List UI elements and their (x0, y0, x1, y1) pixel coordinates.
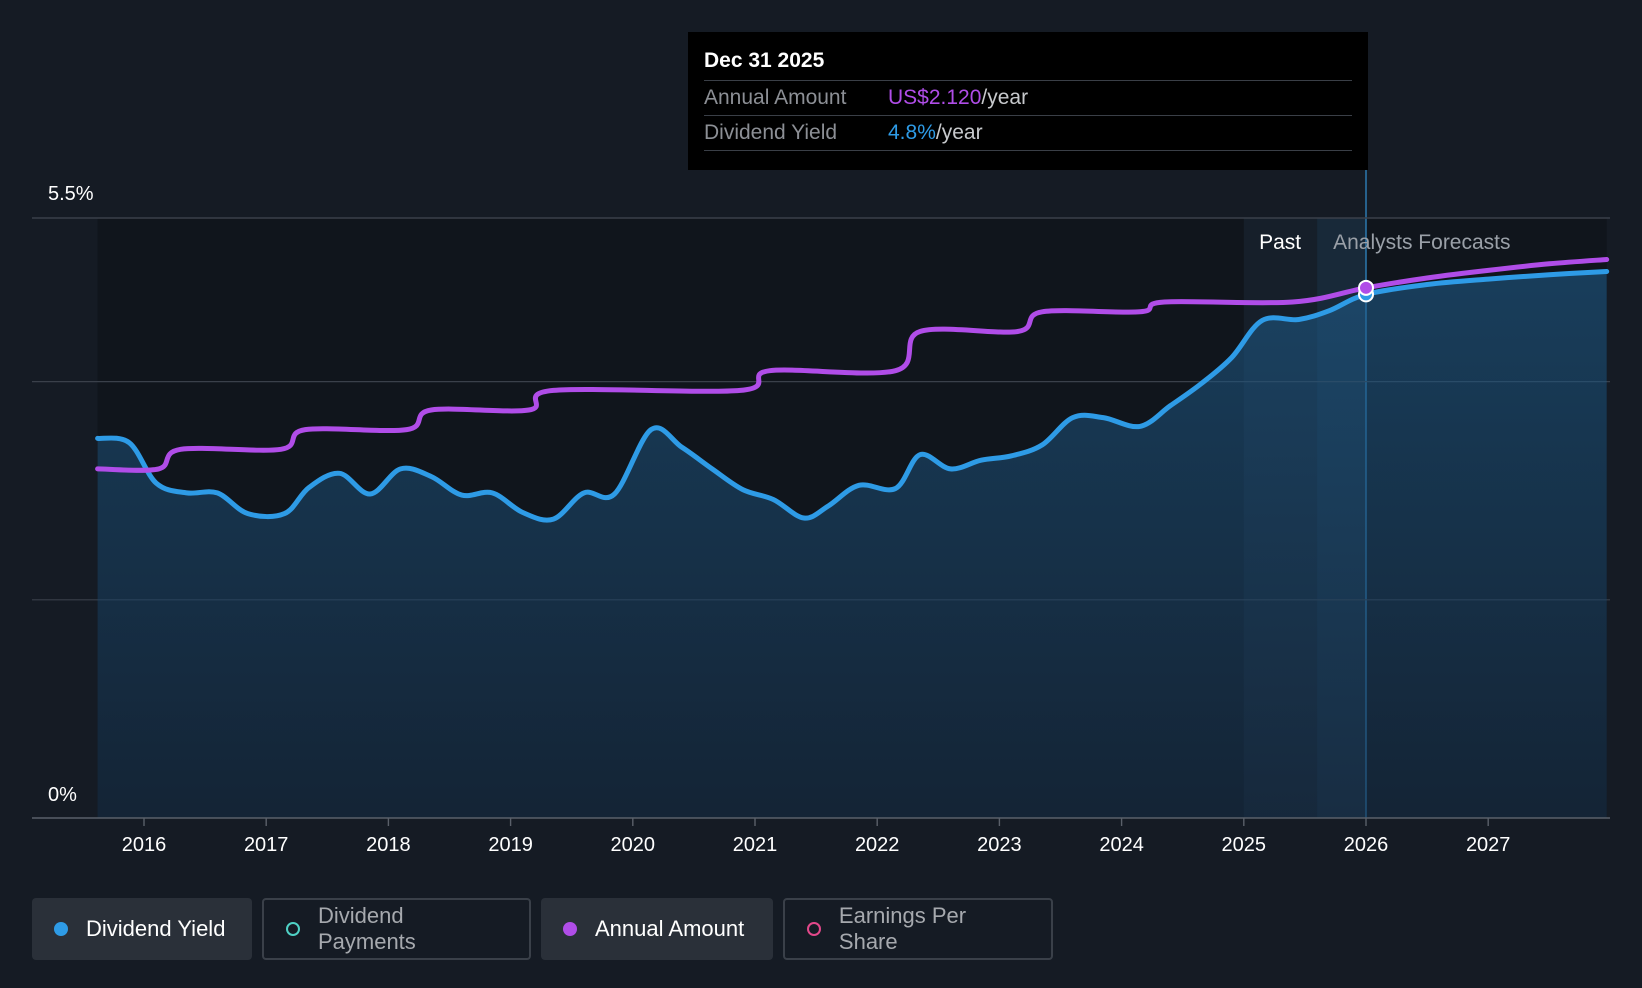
tooltip-unit: /year (935, 121, 983, 144)
x-tick-label: 2023 (977, 834, 1022, 856)
x-tick-label: 2026 (1344, 834, 1389, 856)
y-axis-label: 5.5% (48, 183, 94, 205)
dividend-yield-line (95, 269, 1610, 523)
x-tick-label: 2027 (1466, 834, 1511, 856)
x-tick-label: 2017 (244, 834, 289, 856)
tooltip-date: Dec 31 2025 (704, 49, 825, 72)
x-tick-label: 2020 (611, 834, 656, 856)
tooltip-row-dividend-yield: Dividend Yield 4.8% /year (704, 115, 1352, 151)
yield-area (97, 271, 1607, 818)
legend-dot-icon (563, 922, 577, 936)
legend-annual-amount-button[interactable]: Annual Amount (541, 898, 773, 960)
legend-dividend-payments-button[interactable]: Dividend Payments (262, 898, 531, 960)
x-tick-label: 2025 (1222, 834, 1267, 856)
x-tick-label: 2016 (122, 834, 167, 856)
legend-label: Dividend Yield (86, 916, 226, 941)
region-label-past: Past (1259, 231, 1301, 254)
legend: Dividend Yield Dividend Payments Annual … (32, 898, 1053, 960)
tooltip-label: Dividend Yield (704, 121, 838, 144)
tooltip-value: 4.8% (888, 121, 936, 144)
series-lines (95, 257, 1610, 523)
tooltip-label: Annual Amount (704, 86, 847, 109)
annual-amount-line (95, 257, 1610, 473)
highlight-points (1358, 279, 1374, 303)
axis-labels: 2016 2017 2018 2019 2020 2021 2022 2023 2024 2025… (48, 183, 1511, 856)
x-tick-label: 2018 (366, 834, 411, 856)
annual-amount-point (1358, 279, 1374, 296)
legend-dividend-yield-button[interactable]: Dividend Yield (32, 898, 252, 960)
y-axis-label: 0% (48, 784, 77, 806)
tooltip-row-annual-amount: Annual Amount US$2.120 /year (704, 80, 1352, 115)
legend-dot-icon (54, 922, 68, 936)
dividend-yield-area (97, 271, 1607, 818)
x-tick-label: 2022 (855, 834, 900, 856)
x-tick-label: 2024 (1099, 834, 1144, 856)
legend-ring-icon (286, 922, 300, 936)
legend-label: Dividend Payments (317, 903, 416, 954)
x-tick-label: 2019 (488, 834, 533, 856)
legend-label: Annual Amount (595, 916, 745, 941)
legend-earnings-per-share-button[interactable]: Earnings Per Share (783, 898, 1053, 960)
x-tick-label: 2021 (733, 834, 778, 856)
tooltip-value: US$2.120 (888, 86, 982, 109)
legend-label: Earnings Per Share (838, 903, 967, 954)
tooltip: Dec 31 2025 Annual Amount US$2.120 /year… (688, 32, 1368, 170)
tooltip-unit: /year (981, 86, 1029, 109)
legend-ring-icon (807, 922, 821, 936)
region-label-forecast: Analysts Forecasts (1333, 231, 1510, 254)
axes (32, 817, 1610, 826)
